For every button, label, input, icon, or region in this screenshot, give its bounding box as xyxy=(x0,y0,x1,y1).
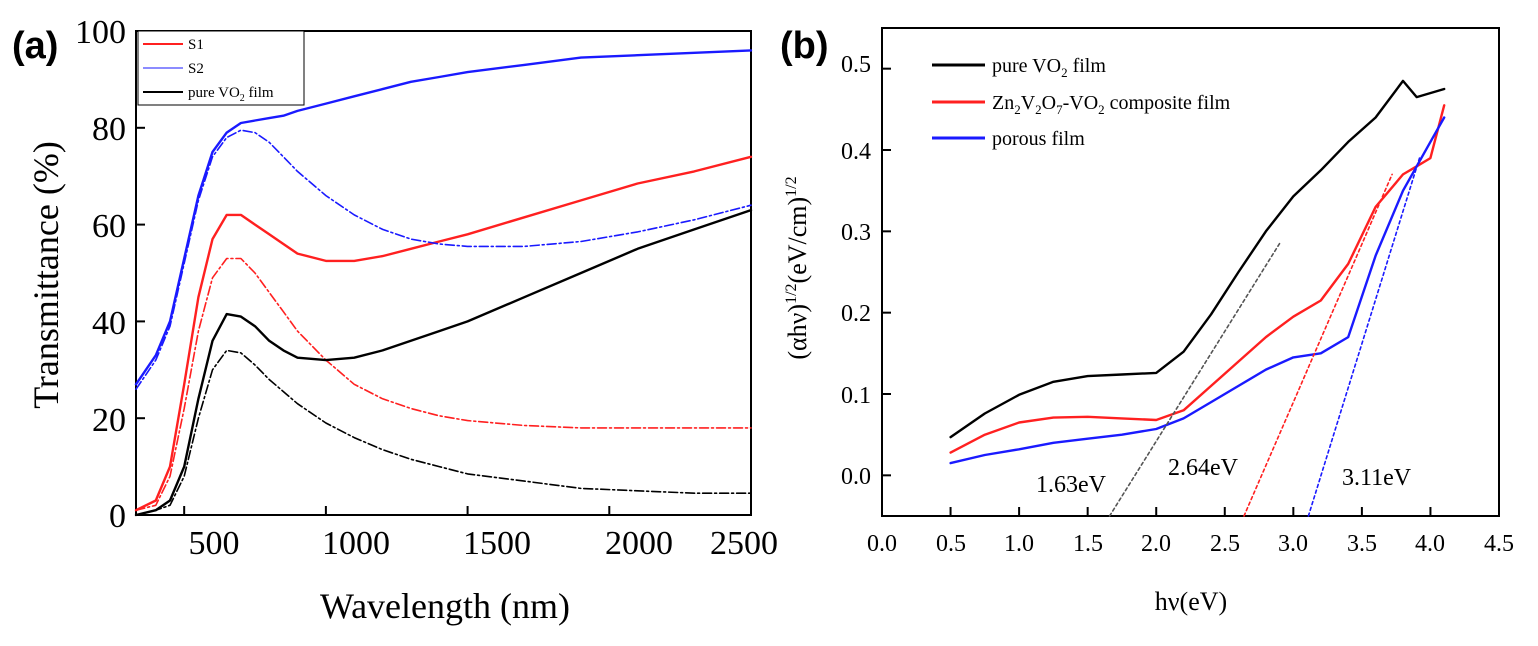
annotation-1-63ev: 1.63eV xyxy=(1036,472,1107,498)
panel-a-ytick-label: 100 xyxy=(75,14,126,51)
panel-b-series-line-2 xyxy=(949,116,1446,465)
panel-b-series-line-3 xyxy=(1108,242,1281,517)
panel-b-xtick-label: 0.5 xyxy=(936,531,966,557)
panel-b-ytick-label: 0.1 xyxy=(841,383,871,409)
panel-a-series-line-0 xyxy=(134,155,753,512)
panel-a-series-line-2 xyxy=(134,49,753,386)
panel-b-xtick-label: 3.0 xyxy=(1278,531,1308,557)
panel-b-series xyxy=(949,79,1446,517)
panel-a-xtick-label: 1000 xyxy=(322,525,390,562)
panel-a-xtick-label: 1500 xyxy=(463,525,531,562)
panel-b-ytick-label: 0.2 xyxy=(841,301,871,327)
legend-label-composite: Zn2V2O7-VO2 composite film xyxy=(992,92,1231,117)
panel-a-ytick-label: 40 xyxy=(92,305,126,342)
panel-b-xtick-label: 2.5 xyxy=(1210,531,1240,557)
panel-b-ticks xyxy=(881,67,1500,516)
panel-b-legend: pure VO2 film Zn2V2O7-VO2 composite film… xyxy=(932,55,1231,150)
panel-b: (b) 0.0 0.1 0.2 0.3 0.4 0.5 0.0 0.5 1.0 … xyxy=(780,25,1514,616)
panel-b-ytick-label: 0.4 xyxy=(841,139,871,165)
panel-a-series-line-4 xyxy=(134,208,753,517)
panel-b-xtick-label: 4.5 xyxy=(1484,531,1514,557)
legend-label-s1: S1 xyxy=(188,37,204,53)
panel-b-plot-frame xyxy=(881,27,1500,517)
panel-a-ytick-label: 60 xyxy=(92,208,126,245)
panel-a-series-line-5 xyxy=(135,349,752,516)
panel-a-label: (a) xyxy=(12,25,58,67)
panel-b-x-axis-label: hν(eV) xyxy=(1155,587,1227,616)
panel-b-series-line-5 xyxy=(1307,157,1421,517)
panel-a-xtick-label: 2000 xyxy=(605,525,673,562)
panel-a-series-line-1 xyxy=(135,257,752,511)
panel-b-y-axis-label: (αhν)1/2(eV/cm)1/2 xyxy=(783,176,812,359)
panel-b-xtick-label: 4.0 xyxy=(1415,531,1445,557)
panel-a-ytick-label: 80 xyxy=(92,111,126,148)
panel-b-xtick-label: 3.5 xyxy=(1347,531,1377,557)
panel-b-series-line-4 xyxy=(1243,173,1393,517)
panel-b-ytick-label: 0.3 xyxy=(841,220,871,246)
panel-a-y-axis-label: Transmittance (%) xyxy=(26,141,66,409)
panel-a-plot-frame xyxy=(135,30,752,516)
panel-a: (a) 0 20 40 60 80 100 500 1000 1500 2000… xyxy=(12,14,778,626)
panel-b-xtick-label: 2.0 xyxy=(1141,531,1171,557)
panel-a-legend: S1 S2 pure VO2 film xyxy=(137,30,305,106)
annotation-2-64ev: 2.64eV xyxy=(1168,455,1239,481)
panel-a-x-axis-label: Wavelength (nm) xyxy=(320,586,570,626)
panel-b-xtick-label: 0.0 xyxy=(867,531,897,557)
panel-b-xtick-label: 1.5 xyxy=(1073,531,1103,557)
panel-b-series-line-0 xyxy=(949,79,1446,439)
legend-label-s2: S2 xyxy=(188,61,204,77)
legend-label-pure-vo2: pure VO2 film xyxy=(188,85,274,104)
annotation-3-11ev: 3.11eV xyxy=(1342,465,1412,491)
panel-b-series-line-1 xyxy=(949,104,1446,454)
panel-a-series xyxy=(134,49,753,517)
panel-b-xtick-label: 1.0 xyxy=(1004,531,1034,557)
panel-b-ytick-label: 0.5 xyxy=(841,52,871,78)
panel-a-ytick-label: 0 xyxy=(109,498,126,535)
panel-a-series-line-3 xyxy=(135,129,752,390)
panel-a-ticks xyxy=(136,30,752,516)
panel-b-ytick-label: 0.0 xyxy=(841,464,871,490)
legend-label-pure-vo2-b: pure VO2 film xyxy=(992,55,1106,80)
panel-a-ytick-label: 20 xyxy=(92,402,126,439)
panel-a-xtick-label: 2500 xyxy=(710,525,778,562)
legend-label-porous: porous film xyxy=(992,128,1085,150)
panel-b-label: (b) xyxy=(780,25,829,67)
panel-a-xtick-label: 500 xyxy=(189,525,240,562)
